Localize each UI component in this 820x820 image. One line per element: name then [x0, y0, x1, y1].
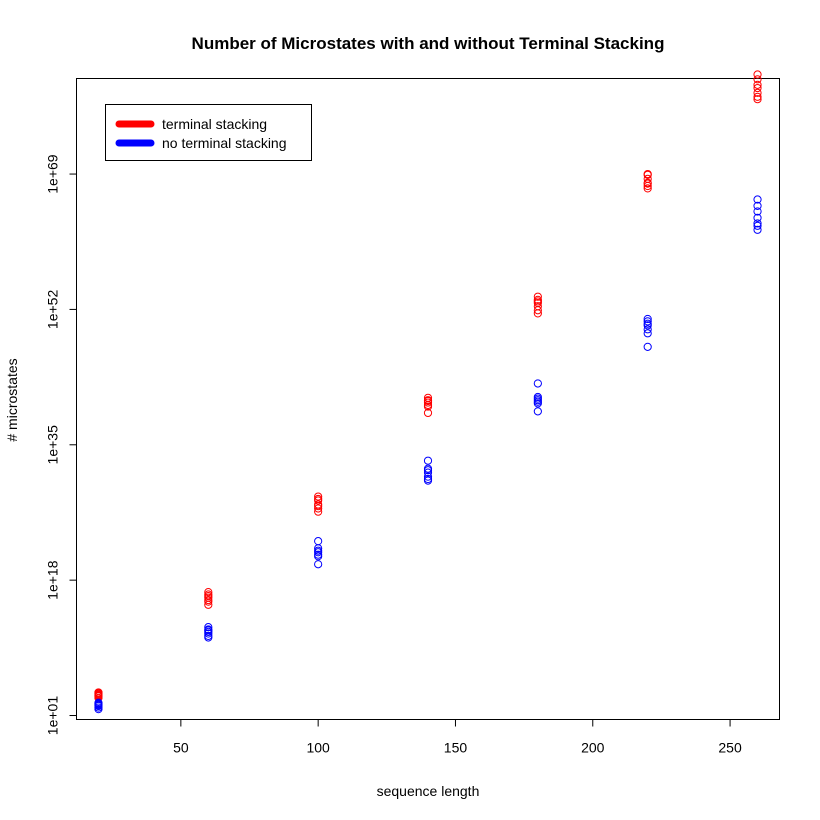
point-no-terminal-stacking	[314, 560, 323, 569]
point-no-terminal-stacking	[204, 629, 213, 638]
point-terminal-stacking	[314, 507, 323, 516]
x-tick-label: 150	[444, 740, 468, 756]
x-tick-label: 50	[173, 740, 189, 756]
point-terminal-stacking	[533, 297, 542, 306]
point-terminal-stacking	[423, 408, 433, 418]
point-no-terminal-stacking	[753, 219, 762, 228]
y-axis-label: # microstates	[4, 358, 20, 441]
point-terminal-stacking	[753, 83, 762, 93]
y-tick-label: 1e+69	[45, 154, 61, 194]
y-tick-label: 1e+01	[45, 696, 61, 736]
point-no-terminal-stacking	[423, 468, 433, 477]
x-tick-label: 250	[718, 740, 742, 756]
point-terminal-stacking	[94, 689, 103, 698]
point-no-terminal-stacking	[314, 544, 323, 553]
point-terminal-stacking	[643, 179, 652, 188]
point-no-terminal-stacking	[94, 701, 103, 710]
point-terminal-stacking	[753, 95, 762, 104]
point-no-terminal-stacking	[643, 317, 652, 326]
point-terminal-stacking	[423, 396, 433, 406]
point-terminal-stacking	[643, 170, 652, 179]
point-no-terminal-stacking	[643, 319, 652, 328]
point-terminal-stacking	[314, 492, 323, 501]
point-terminal-stacking	[643, 181, 652, 191]
point-terminal-stacking	[753, 70, 762, 79]
point-terminal-stacking	[314, 501, 323, 511]
x-tick-label: 100	[306, 740, 330, 756]
point-no-terminal-stacking	[423, 466, 433, 475]
point-terminal-stacking	[753, 75, 762, 84]
point-no-terminal-stacking	[753, 225, 762, 234]
point-terminal-stacking	[204, 600, 213, 609]
y-tick-label: 1e+35	[45, 425, 61, 465]
point-no-terminal-stacking	[94, 705, 103, 714]
legend: terminal stacking no terminal stacking	[105, 104, 312, 161]
point-no-terminal-stacking	[423, 476, 433, 485]
x-axis: 50 100 150 200 250	[173, 719, 742, 756]
plot-area-frame	[76, 78, 780, 720]
point-no-terminal-stacking	[314, 537, 323, 546]
y-tick-label: 1e+52	[45, 290, 61, 330]
point-terminal-stacking	[533, 306, 542, 315]
point-terminal-stacking	[204, 590, 213, 599]
y-axis: 1e+01 1e+18 1e+35 1e+52 1e+69	[45, 154, 77, 735]
point-no-terminal-stacking	[314, 546, 323, 555]
point-no-terminal-stacking	[753, 213, 762, 222]
point-no-terminal-stacking	[753, 201, 762, 211]
data-points	[94, 70, 762, 714]
point-terminal-stacking	[533, 309, 542, 318]
point-no-terminal-stacking	[643, 342, 652, 351]
point-no-terminal-stacking	[643, 314, 652, 324]
point-no-terminal-stacking	[314, 552, 323, 561]
point-no-terminal-stacking	[753, 195, 762, 204]
point-terminal-stacking	[423, 402, 433, 411]
point-no-terminal-stacking	[533, 394, 542, 403]
point-no-terminal-stacking	[533, 379, 542, 388]
point-no-terminal-stacking	[204, 633, 213, 642]
point-terminal-stacking	[753, 80, 762, 89]
point-no-terminal-stacking	[753, 221, 762, 230]
point-no-terminal-stacking	[423, 472, 433, 481]
point-terminal-stacking	[204, 587, 213, 597]
point-terminal-stacking	[314, 504, 323, 513]
point-no-terminal-stacking	[753, 207, 762, 216]
chart-title: Number of Microstates with and without T…	[192, 34, 665, 53]
point-no-terminal-stacking	[533, 397, 542, 406]
point-no-terminal-stacking	[643, 329, 652, 338]
point-no-terminal-stacking	[204, 623, 213, 632]
point-terminal-stacking	[753, 88, 762, 97]
point-terminal-stacking	[643, 184, 652, 193]
point-no-terminal-stacking	[423, 456, 433, 465]
x-tick-label: 200	[581, 740, 605, 756]
x-axis-label: sequence length	[377, 783, 480, 799]
point-terminal-stacking	[753, 92, 762, 101]
y-tick-label: 1e+18	[45, 560, 61, 600]
legend-box	[105, 104, 312, 161]
point-no-terminal-stacking	[643, 325, 652, 334]
point-terminal-stacking	[533, 292, 542, 301]
legend-label-no-terminal-stacking: no terminal stacking	[162, 135, 287, 151]
legend-label-terminal-stacking: terminal stacking	[162, 116, 267, 132]
point-no-terminal-stacking	[533, 407, 542, 416]
